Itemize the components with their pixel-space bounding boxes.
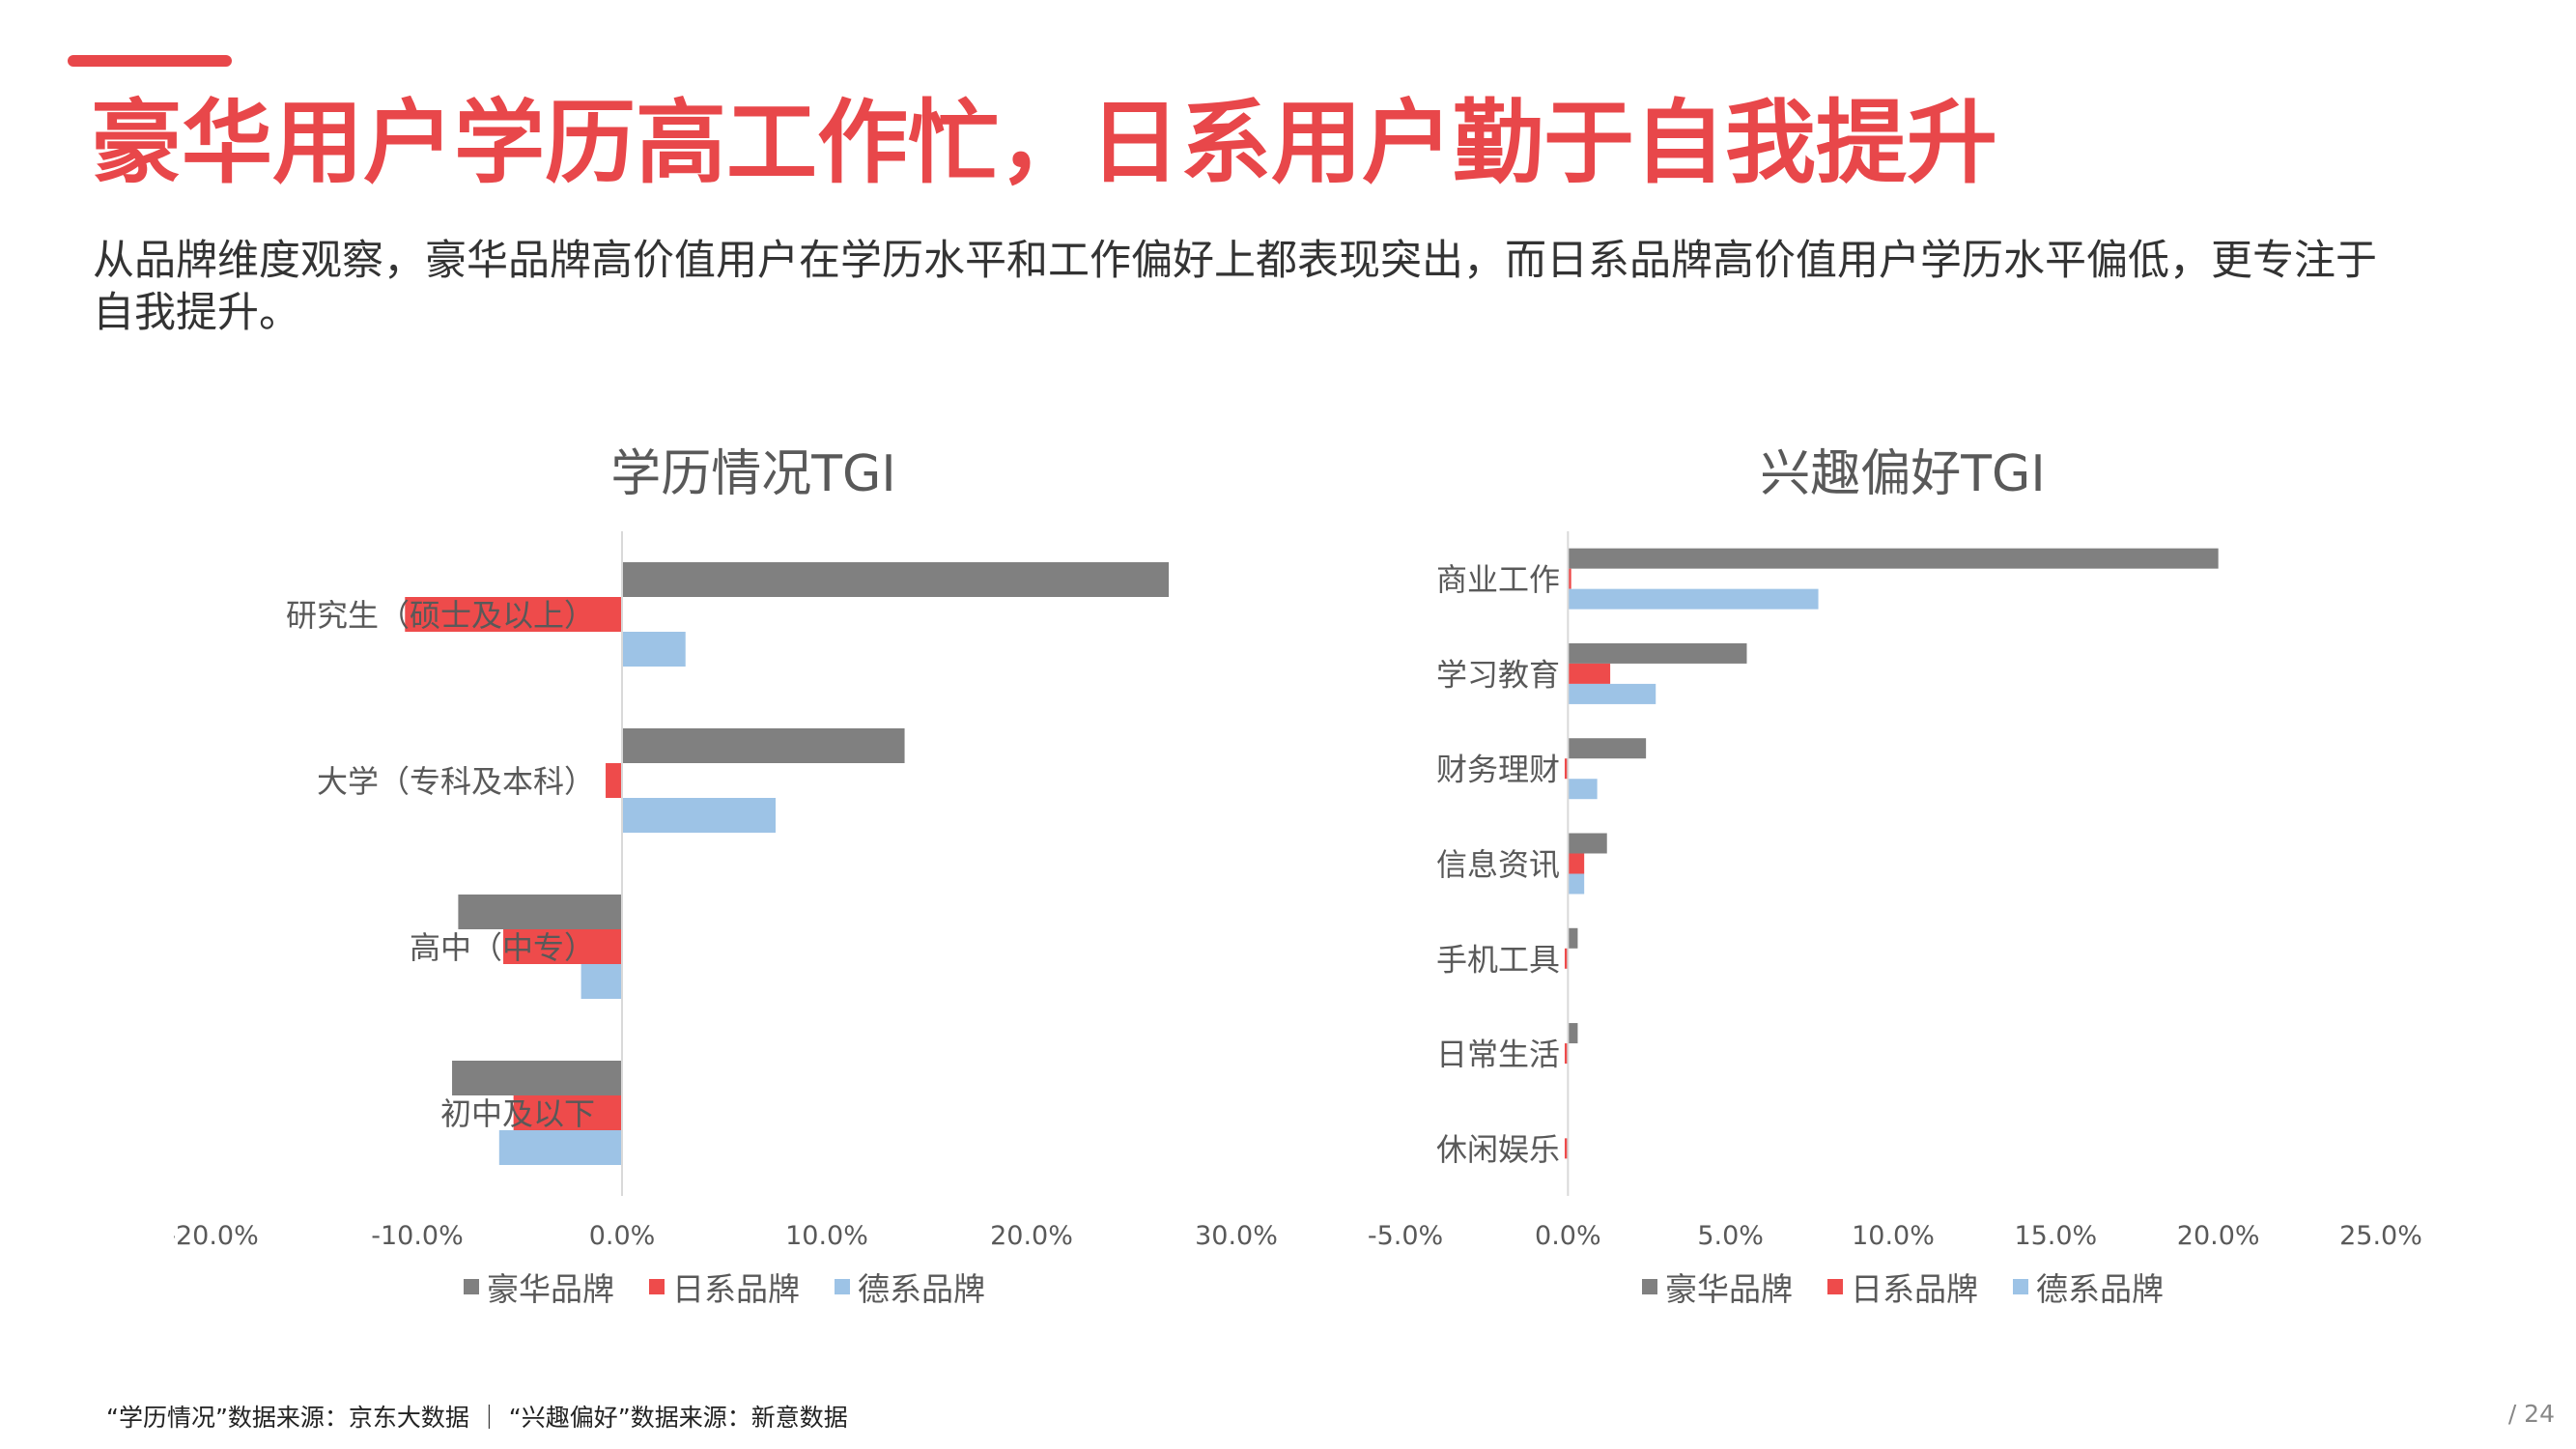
legend-label: 德系品牌	[858, 1270, 985, 1308]
bar-german	[622, 632, 686, 667]
legend-swatch	[1827, 1279, 1843, 1294]
bar-luxury	[1568, 738, 1647, 759]
legend-swatch	[649, 1279, 665, 1294]
tick-label: 25.0%	[2339, 1221, 2422, 1251]
bar-japanese	[405, 597, 622, 632]
tick-label: 0.0%	[1535, 1221, 1601, 1251]
bar-german	[1568, 683, 1656, 704]
bar-luxury	[1568, 548, 2219, 569]
category-label: 信息资讯	[1436, 846, 1560, 883]
bar-japanese	[1564, 948, 1569, 969]
education-chart-plot: 研究生（硕士及以上） 大学（专科及本科） 高中（中专） 初中及以下 -20.0% -10.…	[174, 531, 1278, 1251]
legend-swatch	[835, 1279, 850, 1294]
category-label: 高中（中专）	[410, 929, 595, 966]
tick-label: 10.0%	[1852, 1221, 1935, 1251]
tick-label: -20.0%	[174, 1221, 259, 1251]
legend-item-japanese: 日系品牌	[649, 1264, 800, 1310]
legend-item-luxury: 豪华品牌	[1642, 1264, 1793, 1310]
legend-item-german: 德系品牌	[2013, 1264, 2164, 1310]
accent-bar	[68, 55, 232, 67]
category-label: 财务理财	[1436, 752, 1560, 788]
bar-japanese	[503, 929, 622, 964]
education-tgi-chart: 学历情况TGI 研究生（硕士及以上） 大学（专科及本科） 高中（中专） 初中及以下 -2…	[174, 415, 1333, 1362]
page-title: 豪华用户学历高工作忙，日系用户勤于自我提升	[91, 91, 1998, 196]
tick-label: 30.0%	[1195, 1221, 1278, 1251]
chart-legend: 豪华品牌 日系品牌 德系品牌	[464, 1264, 985, 1310]
legend-item-luxury: 豪华品牌	[464, 1264, 614, 1310]
bar-luxury	[452, 1061, 622, 1095]
bar-german	[622, 798, 776, 833]
bar-luxury	[622, 728, 905, 763]
tick-label: 20.0%	[990, 1221, 1073, 1251]
legend-swatch	[1642, 1279, 1657, 1294]
bar-japanese	[513, 1095, 622, 1130]
bar-japanese	[1564, 1138, 1569, 1159]
bar-luxury	[1568, 927, 1578, 949]
legend-item-german: 德系品牌	[835, 1264, 985, 1310]
tick-label: 20.0%	[2177, 1221, 2260, 1251]
source-note: “学历情况”数据来源：京东大数据 ｜ “兴趣偏好”数据来源：新意数据	[106, 1404, 848, 1432]
tick-label: 10.0%	[785, 1221, 868, 1251]
chart-legend: 豪华品牌 日系品牌 德系品牌	[1642, 1264, 2164, 1310]
category-label: 学习教育	[1436, 656, 1560, 693]
bar-luxury	[1568, 833, 1607, 854]
legend-label: 豪华品牌	[1665, 1270, 1793, 1308]
bar-japanese	[1568, 853, 1585, 874]
bar-german	[498, 1130, 622, 1165]
category-label: 手机工具	[1436, 941, 1560, 978]
category-label: 休闲娱乐	[1436, 1131, 1560, 1168]
tick-label: 15.0%	[2014, 1221, 2097, 1251]
chart-title: 兴趣偏好TGI	[1760, 445, 2046, 503]
legend-swatch	[2013, 1279, 2028, 1294]
category-label: 商业工作	[1436, 561, 1560, 598]
chart-title: 学历情况TGI	[610, 445, 896, 503]
page-number: / 24	[2507, 1400, 2555, 1428]
legend-label: 日系品牌	[672, 1270, 800, 1308]
bar-german	[1568, 779, 1598, 800]
bar-japanese	[1564, 758, 1569, 780]
bar-luxury	[1568, 642, 1747, 664]
bar-german	[1568, 873, 1585, 895]
bar-german	[1568, 588, 1819, 610]
tick-label: -5.0%	[1368, 1221, 1443, 1251]
bar-japanese	[606, 763, 622, 798]
legend-label: 豪华品牌	[487, 1270, 614, 1308]
bar-japanese	[1568, 663, 1611, 684]
bar-luxury	[1568, 1023, 1578, 1044]
legend-swatch	[464, 1279, 479, 1294]
bar-japanese	[1564, 1043, 1569, 1065]
category-label: 研究生（硕士及以上）	[286, 597, 595, 634]
legend-label: 德系品牌	[2036, 1270, 2164, 1308]
bar-japanese	[1568, 568, 1571, 589]
tick-label: 0.0%	[589, 1221, 656, 1251]
legend-item-japanese: 日系品牌	[1827, 1264, 1978, 1310]
category-label: 日常生活	[1436, 1037, 1560, 1073]
legend-label: 日系品牌	[1851, 1270, 1978, 1308]
bar-luxury	[622, 562, 1170, 597]
tick-label: -10.0%	[371, 1221, 464, 1251]
bar-luxury	[458, 895, 622, 929]
category-label: 大学（专科及本科）	[317, 763, 595, 800]
tick-label: 5.0%	[1697, 1221, 1764, 1251]
page-subtitle: 从品牌维度观察，豪华品牌高价值用户在学历水平和工作偏好上都表现突出，而日系品牌高…	[93, 237, 2377, 337]
category-label: 初中及以下	[440, 1095, 595, 1132]
bar-german	[580, 964, 622, 999]
interest-tgi-chart: 兴趣偏好TGI 商业工作学习教育财务理财信息资讯手机工具日常生活休闲娱乐 -5.0…	[1323, 415, 2482, 1362]
